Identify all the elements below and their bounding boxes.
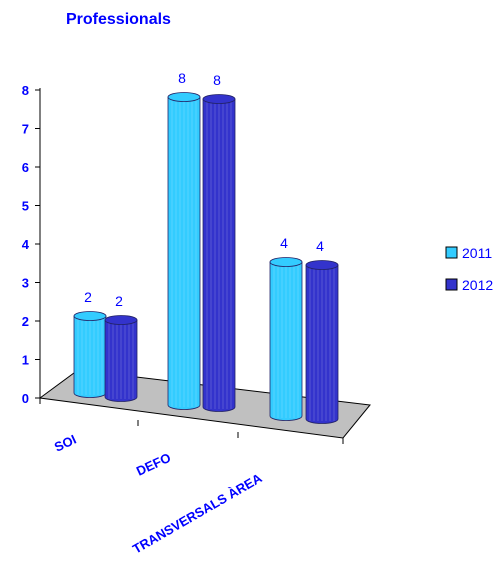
y-tick-label: 0 — [22, 391, 29, 406]
data-label: 2 — [84, 289, 92, 305]
bar-body — [305, 264, 339, 424]
y-tick-label: 2 — [22, 314, 29, 329]
chart-title: Professionals — [66, 11, 171, 28]
data-label: 8 — [213, 72, 221, 88]
bar-top — [73, 311, 107, 321]
bar-top — [269, 257, 303, 267]
bar — [104, 315, 138, 402]
y-tick-label: 7 — [22, 122, 29, 137]
bar-top — [305, 260, 339, 270]
bar-body — [202, 98, 236, 412]
bar — [167, 92, 201, 410]
x-axis-ticks — [39, 398, 344, 444]
bar — [269, 257, 303, 421]
legend-label: 2012 — [462, 277, 493, 293]
legend: 2011 2012 — [445, 245, 493, 293]
bar — [202, 94, 236, 412]
bar — [73, 311, 107, 398]
bar-body — [104, 319, 138, 402]
data-label: 4 — [316, 238, 324, 254]
y-tick-label: 8 — [22, 83, 29, 98]
category-label: TRANSVERSALS ÀREA — [130, 470, 265, 557]
bar — [305, 260, 339, 424]
y-axis-ticks: 0 1 2 3 4 5 6 7 8 — [22, 83, 40, 406]
legend-swatch — [445, 278, 458, 291]
y-tick-label: 4 — [22, 237, 30, 252]
data-label: 2 — [115, 293, 123, 309]
category-label: DEFO — [134, 450, 173, 479]
data-label: 8 — [178, 70, 186, 86]
legend-label: 2011 — [462, 245, 492, 261]
bar-top — [167, 92, 201, 102]
y-tick-label: 5 — [22, 199, 29, 214]
legend-swatch — [445, 246, 458, 259]
y-tick-label: 1 — [22, 353, 29, 368]
data-labels: 2 2 8 8 4 4 — [84, 70, 324, 309]
data-label: 4 — [280, 235, 288, 251]
category-label: SOI — [52, 432, 79, 455]
y-tick-label: 6 — [22, 160, 29, 175]
bar-body — [269, 261, 303, 421]
bar-top — [202, 94, 236, 104]
bar-top — [104, 315, 138, 325]
bar-body — [167, 96, 201, 410]
bars — [73, 92, 339, 424]
y-tick-label: 3 — [22, 276, 29, 291]
